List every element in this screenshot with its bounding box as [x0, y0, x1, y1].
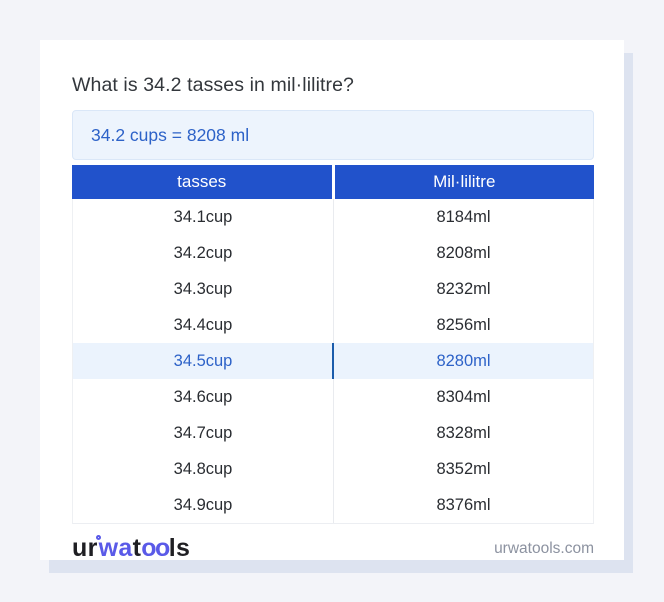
cup-cell: 34.4cup — [173, 315, 233, 334]
cup-cell: 34.6cup — [173, 387, 233, 406]
table-row[interactable]: 34.7cup 8328ml — [73, 415, 593, 451]
ml-cell: 8256ml — [333, 307, 593, 343]
ml-cell: 8208ml — [333, 235, 593, 271]
answer-text: 34.2 cups = 8208 ml — [91, 124, 250, 145]
cup-cell: 34.5cup — [173, 351, 233, 370]
cup-cell: 34.2cup — [173, 243, 233, 262]
conversion-table: tasses Mil·lilitre 34.1cup 8184ml 34.2cu… — [72, 165, 594, 524]
converter-card: What is 34.2 tasses in mil·lilitre? 34.2… — [40, 40, 624, 563]
ml-cell: 8304ml — [333, 379, 593, 415]
urwatools-logo[interactable]: urwatools — [72, 534, 190, 563]
ml-cell: 8352ml — [333, 451, 593, 487]
table-row[interactable]: 34.2cup 8208ml — [73, 235, 593, 271]
logo-text-ur: ur — [72, 534, 98, 562]
ml-cell: 8280ml — [332, 343, 593, 379]
cup-cell: 34.3cup — [173, 279, 233, 298]
table-row-highlighted[interactable]: 34.5cup 8280ml — [73, 343, 593, 379]
table-row[interactable]: 34.8cup 8352ml — [73, 451, 593, 487]
logo-text-wa: wa — [98, 534, 133, 562]
cup-cell: 34.1cup — [173, 207, 233, 226]
ml-cell: 8184ml — [333, 199, 593, 235]
logo-glasses-oo: oo — [141, 534, 170, 562]
table-row[interactable]: 34.9cup 8376ml — [73, 487, 593, 523]
ring-icon — [95, 535, 101, 540]
ml-cell: 8232ml — [333, 271, 593, 307]
table-row[interactable]: 34.3cup 8232ml — [73, 271, 593, 307]
table-body: 34.1cup 8184ml 34.2cup 8208ml 34.3cup 82… — [72, 199, 594, 524]
column-header-tasses: tasses — [72, 165, 332, 199]
ml-cell: 8376ml — [333, 487, 593, 523]
table-row[interactable]: 34.1cup 8184ml — [73, 199, 593, 235]
table-header: tasses Mil·lilitre — [72, 165, 594, 199]
logo-text-ls: ls — [168, 534, 191, 562]
answer-box: 34.2 cups = 8208 ml — [72, 110, 594, 160]
table-row[interactable]: 34.6cup 8304ml — [73, 379, 593, 415]
site-domain: urwatools.com — [494, 539, 594, 557]
cup-cell: 34.7cup — [173, 423, 233, 442]
page-title: What is 34.2 tasses in mil·lilitre? — [72, 74, 355, 96]
ml-cell: 8328ml — [333, 415, 593, 451]
card-footer: urwatools urwatools.com — [72, 534, 594, 563]
logo-text-t: t — [132, 534, 142, 562]
table-row[interactable]: 34.4cup 8256ml — [73, 307, 593, 343]
cup-cell: 34.9cup — [173, 495, 233, 514]
column-header-millilitre: Mil·lilitre — [334, 165, 594, 199]
cup-cell: 34.8cup — [173, 459, 233, 478]
